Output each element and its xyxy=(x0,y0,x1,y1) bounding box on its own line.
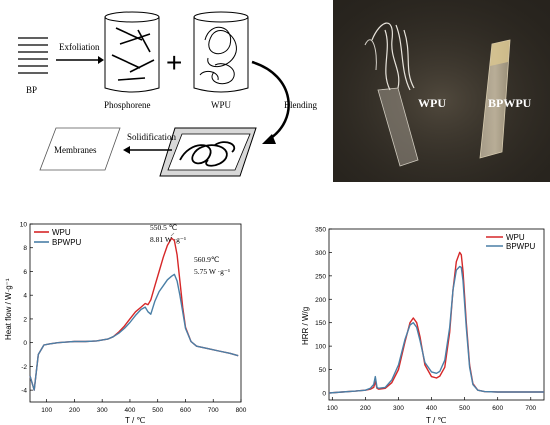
chart2-legend-bpwpu: BPWPU xyxy=(506,242,536,251)
chart1-xtick-label: 200 xyxy=(69,407,80,414)
chart1-series xyxy=(29,237,239,391)
chart1-ytick-label: 6 xyxy=(23,269,27,276)
chart1-ylabel: Heat flow / W·g⁻¹ xyxy=(4,278,13,340)
chart1-annotation-wpu-temp: 550.5 ℃ xyxy=(150,223,178,232)
chart1-ytick-label: 4 xyxy=(23,293,27,300)
chart2-ytick-label: 250 xyxy=(315,273,326,280)
membrane-photo: WPU BPWPU xyxy=(333,0,550,182)
chart1-plot-frame xyxy=(29,223,242,403)
chart1-xtick-label: 600 xyxy=(180,407,191,414)
chart2-series xyxy=(328,251,544,394)
chart1-xtick-label: 100 xyxy=(41,407,52,414)
chart2-ytick-label: 50 xyxy=(319,367,327,374)
scheme-panel: BP Exfoliation Phosphorene + WPU xyxy=(18,11,317,177)
chart1-ytick-label: 2 xyxy=(23,316,27,323)
chart2-ticks: 100 200 300 400 500 600 700 0 50 100 150 200 250 300 3… xyxy=(315,227,536,413)
chart1-legend: WPU BPWPU xyxy=(34,228,82,247)
bp-label: BP xyxy=(26,85,37,95)
chart1-xtick-label: 500 xyxy=(152,407,163,414)
chart1-series-bpwpu xyxy=(29,273,239,391)
phosphorene-beaker-icon xyxy=(104,11,160,93)
chart2-xtick-label: 700 xyxy=(525,405,536,412)
chart1-legend-wpu: WPU xyxy=(52,228,71,237)
chart1-xtick-label: 400 xyxy=(125,407,136,414)
chart2-xtick-label: 400 xyxy=(426,405,437,412)
heat-flow-chart: 100 200 300 400 500 600 700 800 -4 -2 0 2 4 6 8 10 T / … xyxy=(4,222,247,425)
blending-label: Blending xyxy=(284,100,317,110)
chart2-ytick-label: 0 xyxy=(322,390,326,397)
solidification-label: Solidification xyxy=(127,132,176,142)
chart1-xtick-label: 300 xyxy=(97,407,108,414)
chart2-ylabel: HRR / W/g xyxy=(301,307,310,345)
chart2-series-bpwpu xyxy=(328,265,544,394)
chart1-ytick-label: 10 xyxy=(20,222,28,229)
blending-arrow-icon xyxy=(251,60,290,142)
membranes-label: Membranes xyxy=(54,145,97,155)
chart1-xtick-label: 700 xyxy=(208,407,219,414)
chart2-xtick-label: 100 xyxy=(327,405,338,412)
bpwpu-membrane-strip xyxy=(479,39,511,159)
chart2-legend-wpu: WPU xyxy=(506,233,525,242)
chart2-xtick-label: 300 xyxy=(393,405,404,412)
chart1-annotation-bpwpu-temp: 560.9℃ xyxy=(194,255,220,264)
chart2-legend: WPU BPWPU xyxy=(486,233,536,251)
photo-bpwpu-label: BPWPU xyxy=(488,96,532,110)
wpu-beaker-icon xyxy=(193,11,249,93)
photo-wpu-label: WPU xyxy=(418,96,446,110)
chart2-ytick-label: 200 xyxy=(315,297,326,304)
chart2-plot-frame xyxy=(328,228,545,401)
chart2-ytick-label: 150 xyxy=(315,320,326,327)
chart2-xtick-label: 600 xyxy=(492,405,503,412)
chart1-annotation-wpu-value: 8.81 W ·g⁻¹ xyxy=(150,235,186,244)
chart2-xlabel: T / ℃ xyxy=(426,416,446,425)
bp-layer-stack-icon xyxy=(18,37,48,74)
wpu-scheme-label: WPU xyxy=(211,100,232,110)
wpu-membrane-strip xyxy=(377,87,419,167)
exfoliation-label: Exfoliation xyxy=(59,42,100,52)
chart1-legend-bpwpu: BPWPU xyxy=(52,238,82,247)
phosphorene-label: Phosphorene xyxy=(104,100,151,110)
chart1-xtick-label: 800 xyxy=(236,407,247,414)
chart2-xtick-label: 500 xyxy=(459,405,470,412)
chart2-ytick-label: 100 xyxy=(315,344,326,351)
chart1-xlabel: T / ℃ xyxy=(125,416,145,425)
chart1-ytick-label: -2 xyxy=(21,364,27,371)
hrr-chart: 100 200 300 400 500 600 700 0 50 100 150 200 250 300 3… xyxy=(301,227,545,425)
chart1-ticks: 100 200 300 400 500 600 700 800 -4 -2 0 2 4 6 8 10 xyxy=(20,222,247,415)
chart1-ytick-label: -4 xyxy=(21,388,27,395)
chart2-series-wpu xyxy=(328,251,544,394)
solidification-mold-icon xyxy=(159,127,257,177)
membranes-shape xyxy=(39,127,121,171)
chart1-ytick-label: 8 xyxy=(23,245,27,252)
chart2-xtick-label: 200 xyxy=(360,405,371,412)
chart2-ytick-label: 300 xyxy=(315,250,326,257)
plus-sign: + xyxy=(166,47,182,78)
chart1-ytick-label: 0 xyxy=(23,340,27,347)
chart2-ytick-label: 350 xyxy=(315,227,326,234)
chart1-annotation-bpwpu-value: 5.75 W ·g⁻¹ xyxy=(194,267,230,276)
